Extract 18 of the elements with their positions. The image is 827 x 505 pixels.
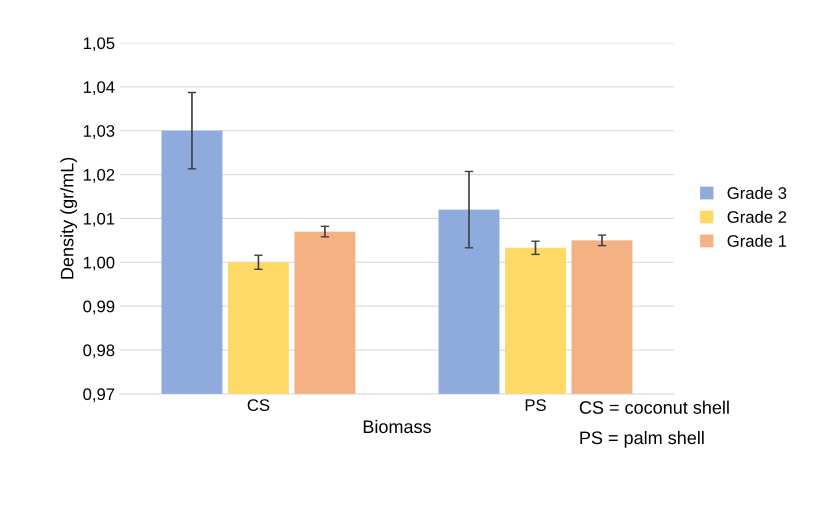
- y-tick-label: 0,99: [83, 300, 114, 314]
- x-tick-label: CS: [248, 399, 270, 412]
- legend-label: Grade 3: [728, 186, 786, 199]
- text: PS = palm shell: [580, 430, 704, 448]
- y-tick-label: 1,00: [84, 256, 114, 270]
- y-tick-label: 0,98: [83, 344, 114, 358]
- y-axis-title: Density (gr/mL): [60, 158, 78, 279]
- y-tick-label: 0,97: [83, 388, 114, 402]
- y-tick-label: 1,01: [84, 212, 114, 227]
- text: CS = coconut shell: [580, 400, 729, 414]
- x-tick-label: PS: [526, 399, 546, 412]
- y-tick-label: 1,04: [84, 81, 115, 95]
- x-axis-title: Biomass: [364, 420, 431, 434]
- y-tick-label: 1,05: [84, 37, 114, 52]
- y-tick-label: 1,02: [84, 168, 114, 183]
- y-tick-label: 1,03: [84, 125, 114, 139]
- legend-label: Grade 2: [728, 210, 786, 223]
- legend-label: Grade 1: [728, 234, 786, 247]
